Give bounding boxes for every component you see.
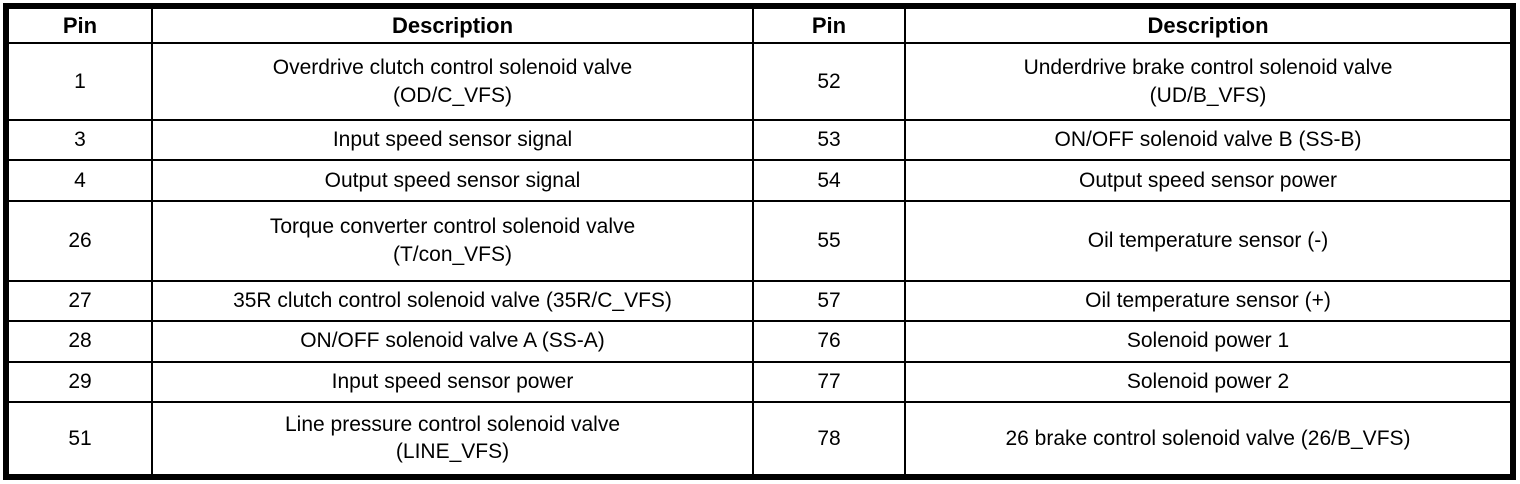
table-row: 28 ON/OFF solenoid valve A (SS-A) 76 Sol…: [5, 319, 1514, 363]
table-row: 4 Output speed sensor signal 54 Output s…: [5, 159, 1514, 203]
description-cell: Torque converter control solenoid valve …: [151, 200, 754, 282]
description-cell: ON/OFF solenoid valve A (SS-A): [151, 319, 754, 363]
description-cell: Overdrive clutch control solenoid valve …: [151, 42, 754, 122]
pin-cell: 57: [752, 279, 906, 322]
pin-cell: 52: [752, 42, 906, 122]
table-row: 27 35R clutch control solenoid valve (35…: [5, 279, 1514, 322]
pin-cell: 78: [752, 400, 906, 479]
pin-cell: 28: [5, 319, 153, 363]
pin-cell: 76: [752, 319, 906, 363]
pin-cell: 1: [5, 42, 153, 122]
description-cell: ON/OFF solenoid valve B (SS-B): [904, 119, 1514, 162]
description-cell: Input speed sensor power: [151, 360, 754, 403]
pin-cell: 77: [752, 360, 906, 403]
table-header-row: Pin Description Pin Description: [5, 4, 1514, 45]
description-cell: Oil temperature sensor (-): [904, 200, 1514, 282]
description-cell: 35R clutch control solenoid valve (35R/C…: [151, 279, 754, 322]
table-row: 51 Line pressure control solenoid valve …: [5, 400, 1514, 479]
pin-cell: 29: [5, 360, 153, 403]
pin-cell: 4: [5, 159, 153, 203]
description-cell: Solenoid power 1: [904, 319, 1514, 363]
description-cell: Line pressure control solenoid valve (LI…: [151, 400, 754, 479]
description-cell: Input speed sensor signal: [151, 119, 754, 162]
description-cell: Oil temperature sensor (+): [904, 279, 1514, 322]
header-pin-right: Pin: [752, 4, 906, 45]
header-pin-left: Pin: [5, 4, 153, 45]
pin-cell: 55: [752, 200, 906, 282]
connector-pin-description-table: Pin Description Pin Description 1 Overdr…: [3, 3, 1516, 480]
header-description-right: Description: [904, 4, 1514, 45]
description-cell: Output speed sensor power: [904, 159, 1514, 203]
pin-cell: 53: [752, 119, 906, 162]
description-cell: Solenoid power 2: [904, 360, 1514, 403]
header-description-left: Description: [151, 4, 754, 45]
pin-cell: 26: [5, 200, 153, 282]
table-row: 3 Input speed sensor signal 53 ON/OFF so…: [5, 119, 1514, 162]
pin-cell: 54: [752, 159, 906, 203]
table-row: 29 Input speed sensor power 77 Solenoid …: [5, 360, 1514, 403]
pin-cell: 3: [5, 119, 153, 162]
pin-cell: 27: [5, 279, 153, 322]
pin-cell: 51: [5, 400, 153, 479]
description-cell: 26 brake control solenoid valve (26/B_VF…: [904, 400, 1514, 479]
table-row: 1 Overdrive clutch control solenoid valv…: [5, 42, 1514, 122]
table-row: 26 Torque converter control solenoid val…: [5, 200, 1514, 282]
description-cell: Underdrive brake control solenoid valve …: [904, 42, 1514, 122]
description-cell: Output speed sensor signal: [151, 159, 754, 203]
